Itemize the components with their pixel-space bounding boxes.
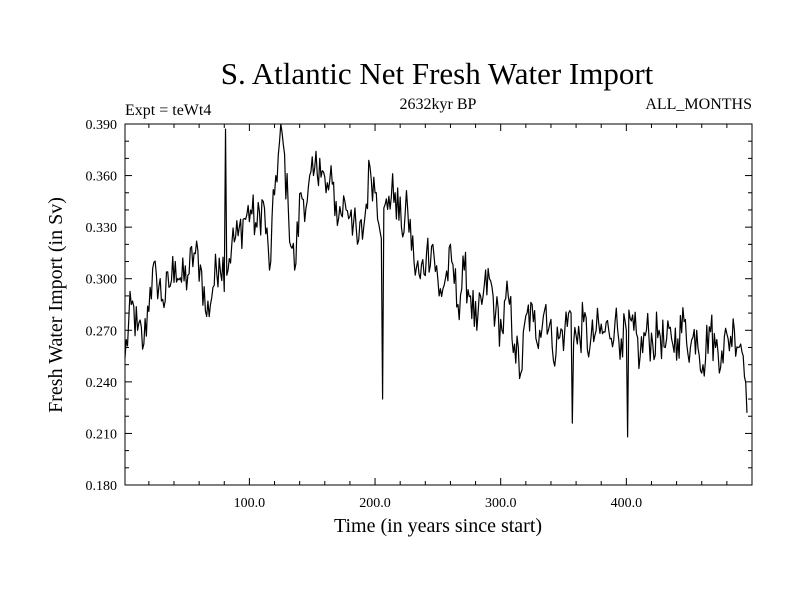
y-tick-label: 0.240 — [86, 376, 118, 391]
y-tick-label: 0.330 — [86, 221, 118, 236]
x-tick-label: 200.0 — [359, 496, 391, 511]
plot-frame — [124, 123, 753, 486]
chart-title: S. Atlantic Net Fresh Water Import — [221, 56, 654, 91]
y-axis-label: Fresh Water Import (in Sv) — [45, 197, 67, 413]
y-tick-label: 0.210 — [86, 427, 118, 442]
experiment-label: Expt = teWt4 — [125, 102, 211, 119]
months-label: ALL_MONTHS — [645, 96, 752, 113]
y-tick-label: 0.180 — [86, 479, 118, 494]
x-axis-label: Time (in years since start) — [334, 515, 542, 537]
y-tick-label: 0.390 — [86, 118, 118, 133]
x-tick-label: 300.0 — [485, 496, 517, 511]
y-tick-label: 0.270 — [86, 324, 118, 339]
axis-ticks — [125, 123, 752, 486]
period-label: 2632kyr BP — [400, 96, 477, 113]
y-tick-label: 0.360 — [86, 170, 118, 185]
axis-tick-labels: 0.180 0.210 0.240 0.270 0.300 0.330 0.360 0.390… — [86, 118, 643, 511]
x-tick-label: 100.0 — [234, 496, 266, 511]
x-tick-label: 400.0 — [611, 496, 643, 511]
fresh-water-series-line — [124, 123, 748, 438]
y-tick-label: 0.300 — [86, 273, 118, 288]
